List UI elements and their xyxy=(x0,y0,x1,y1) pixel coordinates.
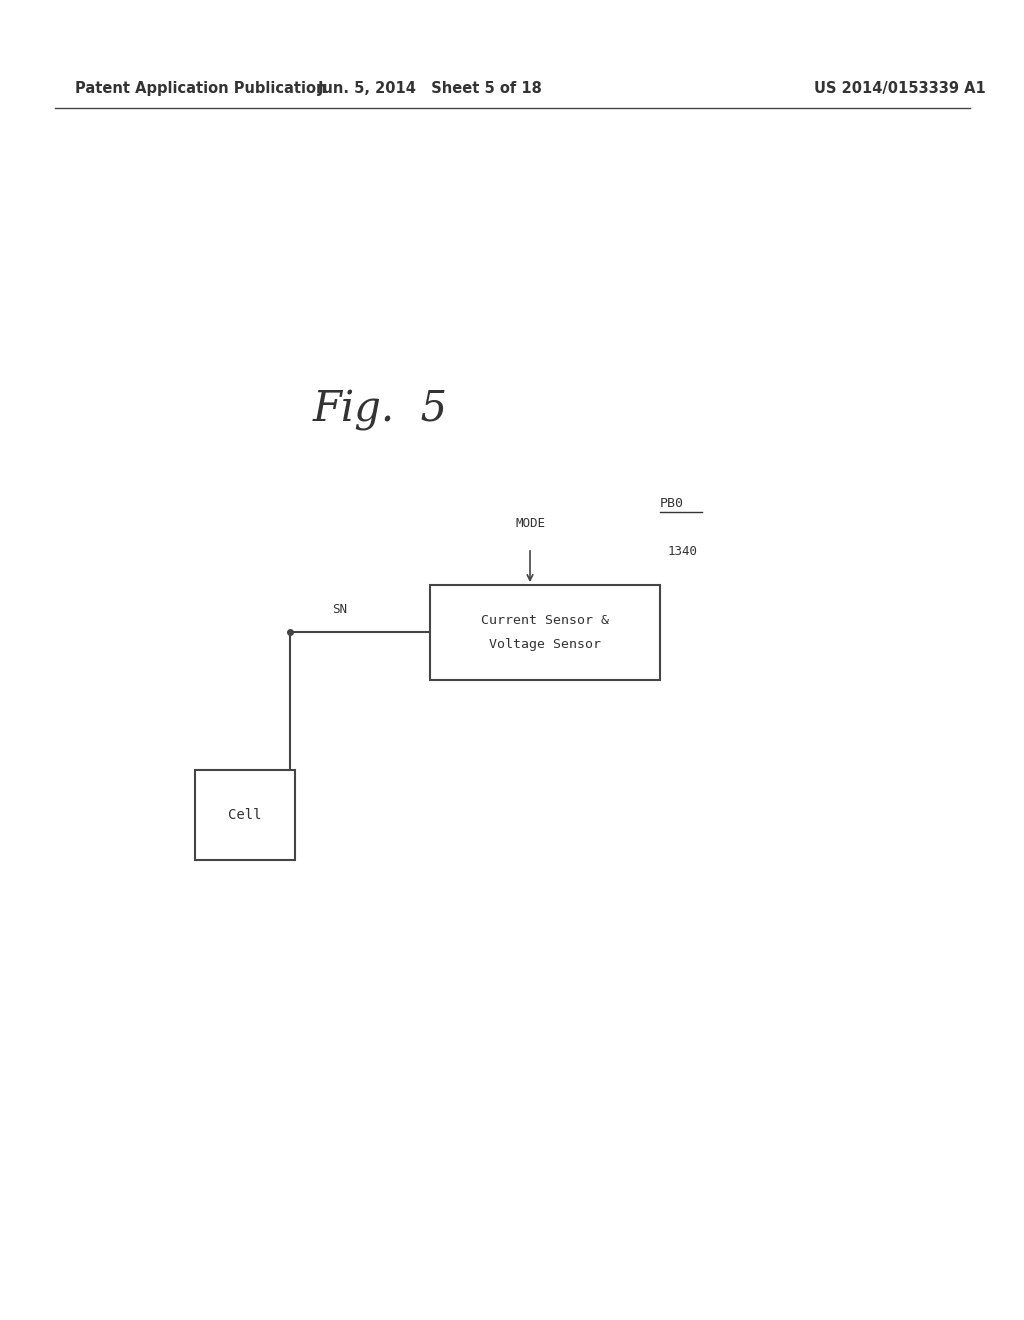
Text: US 2014/0153339 A1: US 2014/0153339 A1 xyxy=(814,81,986,95)
Text: Voltage Sensor: Voltage Sensor xyxy=(489,638,601,651)
Bar xyxy=(195,770,295,861)
Text: PB0: PB0 xyxy=(660,498,684,510)
Text: 1340: 1340 xyxy=(668,545,698,558)
Text: Fig.  5: Fig. 5 xyxy=(312,389,447,432)
Text: Patent Application Publication: Patent Application Publication xyxy=(75,81,327,95)
Text: Current Sensor &: Current Sensor & xyxy=(481,614,609,627)
Text: SN: SN xyxy=(333,603,347,616)
Text: MODE: MODE xyxy=(515,517,545,531)
Bar xyxy=(430,585,660,680)
Text: Jun. 5, 2014   Sheet 5 of 18: Jun. 5, 2014 Sheet 5 of 18 xyxy=(317,81,543,95)
Text: Cell: Cell xyxy=(228,808,262,822)
